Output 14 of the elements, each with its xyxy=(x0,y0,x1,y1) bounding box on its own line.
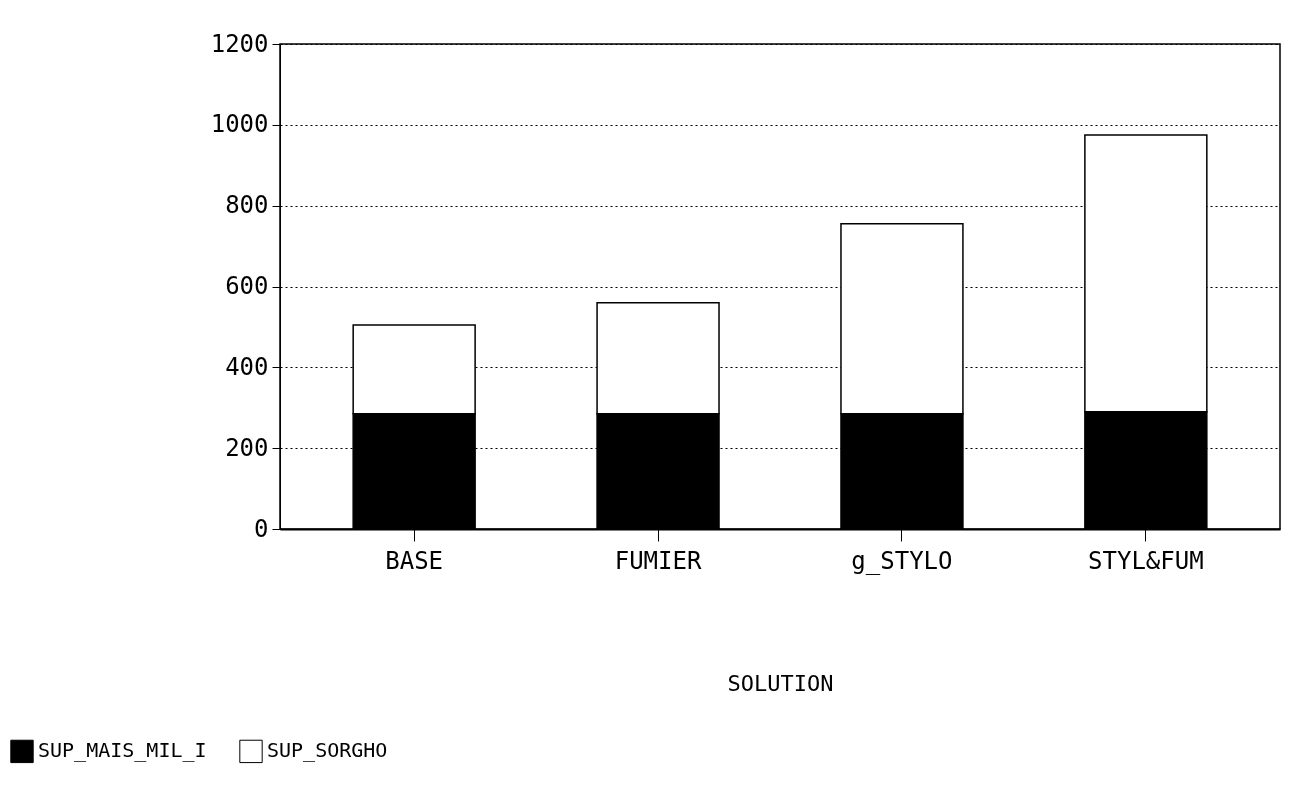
y-tick-label: 1200 xyxy=(210,29,269,58)
y-tick-label: 0 xyxy=(254,514,269,543)
x-tick-label: FUMIER xyxy=(614,546,702,575)
legend-label: SUP_SORGHO xyxy=(267,738,388,763)
y-tick-label: 800 xyxy=(225,191,269,220)
x-tick-label: g_STYLO xyxy=(851,546,953,575)
x-axis-title: SOLUTION xyxy=(727,670,834,696)
y-tick-label: 400 xyxy=(225,352,269,381)
x-tick-label: STYL&FUM xyxy=(1088,546,1204,575)
y-tick-label: 600 xyxy=(225,272,269,300)
y-tick-label: 200 xyxy=(225,433,269,462)
y-tick-label: 1000 xyxy=(210,110,269,139)
legend-label: SUP_MAIS_MIL_I xyxy=(38,738,207,763)
x-tick-label: BASE xyxy=(385,546,444,575)
